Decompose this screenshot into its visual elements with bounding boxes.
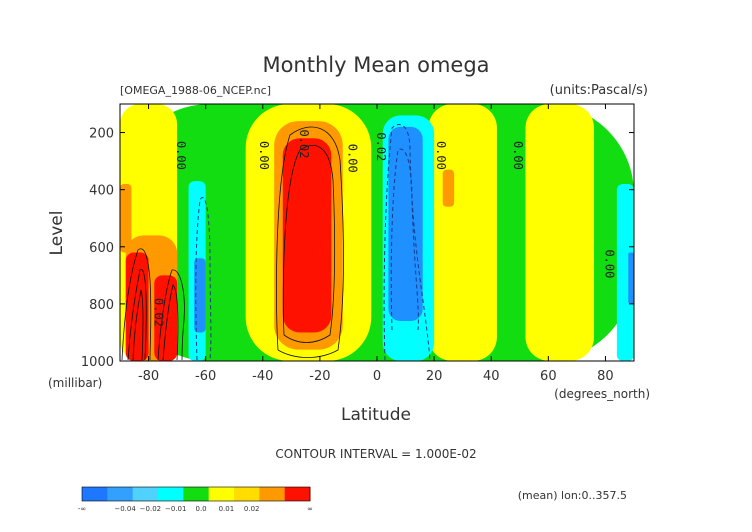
colorbar-swatch [183, 487, 210, 501]
contour-region-lightblue [616, 183, 634, 361]
colorbar-swatch [82, 487, 108, 501]
contour-region-yellow [428, 104, 497, 361]
contour-region-blue [194, 258, 206, 333]
x-axis-ticks: -80 -60 -40 -20 0 20 40 60 80 [138, 104, 614, 384]
negative-contour-lines [195, 124, 431, 361]
colorbar-tick-label: −0.04 [114, 505, 136, 513]
x-tick-label: 60 [540, 369, 557, 384]
colorbar-swatch [158, 487, 184, 501]
positive-contour-lines [121, 126, 344, 361]
y-tick-label: 200 [89, 127, 114, 142]
contour-region-blue [628, 252, 634, 304]
x-axis-units: (degrees_north) [554, 387, 650, 401]
colorbar-swatch [234, 487, 260, 501]
contour-label: 0.02 [297, 130, 311, 159]
contour-interval-text: CONTOUR INTERVAL = 1.000E-02 [275, 447, 476, 461]
chart-title: Monthly Mean omega [262, 53, 489, 77]
colorbar-tick-label: -∞ [78, 505, 86, 513]
x-tick-label: -40 [252, 369, 273, 384]
x-tick-label: -80 [138, 369, 159, 384]
contour-label: 0.00 [174, 141, 188, 170]
contour-fill-layer [120, 104, 634, 361]
contour-labels: 0.00 0.00 0.02 0.00 0.02 0.00 0.00 0.00 0.02 [151, 130, 616, 327]
colorbar-frame [81, 486, 311, 502]
file-label: [OMEGA_1988-06_NCEP.nc] [120, 84, 271, 97]
x-tick-label: -60 [195, 369, 216, 384]
x-tick-label: 20 [426, 369, 443, 384]
x-axis-label: Latitude [341, 405, 411, 425]
units-label: (units:Pascal/s) [550, 83, 648, 98]
y-axis-units: (millibar) [48, 376, 102, 390]
y-tick-label: 600 [89, 241, 114, 256]
mean-longitude-text: (mean) lon:0..357.5 [518, 489, 627, 502]
contour-label: 0.02 [374, 132, 388, 161]
contour-label: 0.00 [602, 249, 616, 278]
contour-region-orange [442, 169, 455, 207]
contour-label: 0.02 [151, 298, 165, 327]
contour-label: 0.00 [257, 141, 271, 170]
contour-region-red [282, 138, 332, 333]
colorbar-swatch [107, 487, 134, 501]
y-tick-label: 1000 [81, 355, 114, 370]
x-tick-label: 0 [373, 369, 381, 384]
contour-region-yellow [525, 104, 595, 361]
contour-region-orange [120, 183, 132, 253]
colorbar-tick-label: 0.01 [219, 505, 235, 513]
colorbar-tick-label: 0.0 [195, 505, 206, 513]
colorbar-tick-label: −0.01 [165, 505, 186, 513]
contour-label: 0.00 [345, 144, 359, 173]
colorbar-swatch [259, 487, 286, 501]
colorbar-tick-label: −0.02 [140, 505, 161, 513]
colorbar-tick-label: 0.02 [244, 505, 260, 513]
contour-region-blue [388, 126, 423, 322]
y-tick-label: 800 [89, 298, 114, 313]
x-tick-label: -20 [309, 369, 330, 384]
y-tick-label: 400 [89, 184, 114, 199]
colorbar-swatch [284, 487, 311, 501]
y-axis-ticks: 200 400 600 800 1000 [81, 127, 634, 370]
y-axis-label: Level [47, 211, 67, 256]
colorbar [81, 486, 311, 502]
colorbar-swatch [208, 487, 235, 501]
x-tick-label: 80 [597, 369, 614, 384]
x-tick-label: 40 [483, 369, 500, 384]
contour-label: 0.00 [434, 141, 448, 170]
colorbar-labels: -∞ −0.04 −0.02 −0.01 0.0 0.01 0.02 ∞ [78, 505, 313, 513]
colorbar-tick-label: ∞ [307, 505, 313, 513]
contour-label: 0.00 [511, 141, 525, 170]
colorbar-swatch [132, 487, 159, 501]
